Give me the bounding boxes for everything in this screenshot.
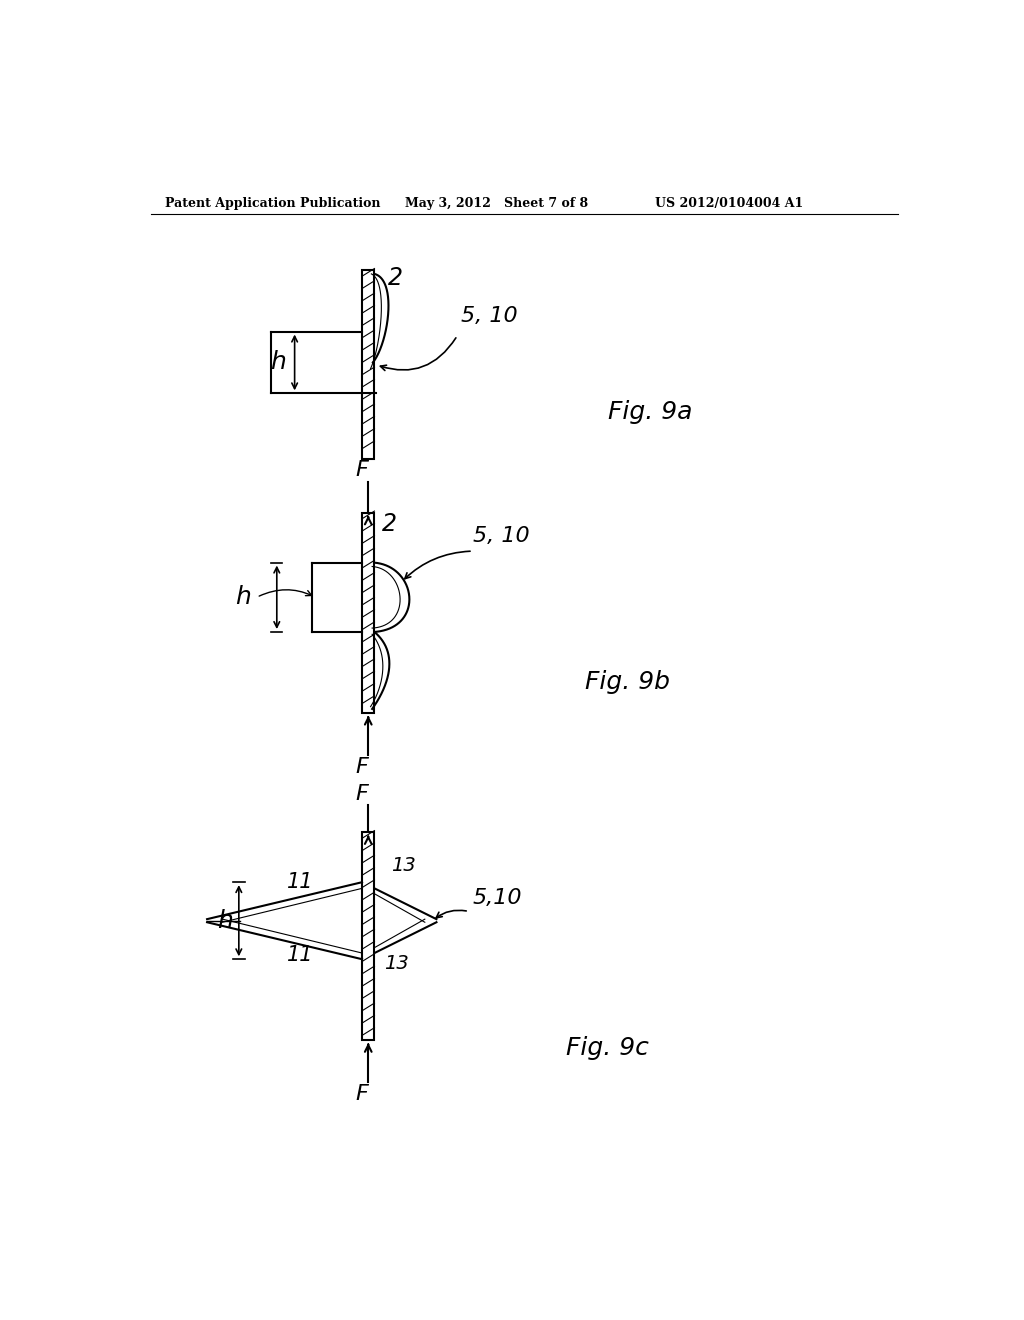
- Text: Patent Application Publication: Patent Application Publication: [165, 197, 381, 210]
- Text: US 2012/0104004 A1: US 2012/0104004 A1: [655, 197, 803, 210]
- Text: May 3, 2012   Sheet 7 of 8: May 3, 2012 Sheet 7 of 8: [406, 197, 589, 210]
- Bar: [362, 271, 375, 459]
- Text: 5,10: 5,10: [473, 887, 522, 908]
- Text: 13: 13: [391, 855, 416, 875]
- Text: 5, 10: 5, 10: [461, 306, 518, 326]
- Bar: [362, 512, 375, 713]
- Text: 2: 2: [388, 265, 402, 290]
- Text: 11: 11: [287, 873, 313, 892]
- Text: h: h: [217, 908, 233, 933]
- Text: 13: 13: [384, 953, 409, 973]
- Text: F: F: [355, 784, 369, 804]
- Text: F: F: [355, 461, 369, 480]
- Text: 5, 10: 5, 10: [473, 525, 529, 545]
- Text: h: h: [234, 585, 251, 610]
- Text: F: F: [355, 1084, 369, 1104]
- Text: Fig. 9b: Fig. 9b: [586, 671, 671, 694]
- Text: 11: 11: [287, 945, 313, 965]
- Text: 2: 2: [382, 512, 397, 536]
- Text: F: F: [355, 756, 369, 776]
- Text: Fig. 9a: Fig. 9a: [608, 400, 693, 425]
- Text: Fig. 9c: Fig. 9c: [566, 1036, 649, 1060]
- Bar: [362, 832, 375, 1040]
- Text: h: h: [269, 350, 286, 375]
